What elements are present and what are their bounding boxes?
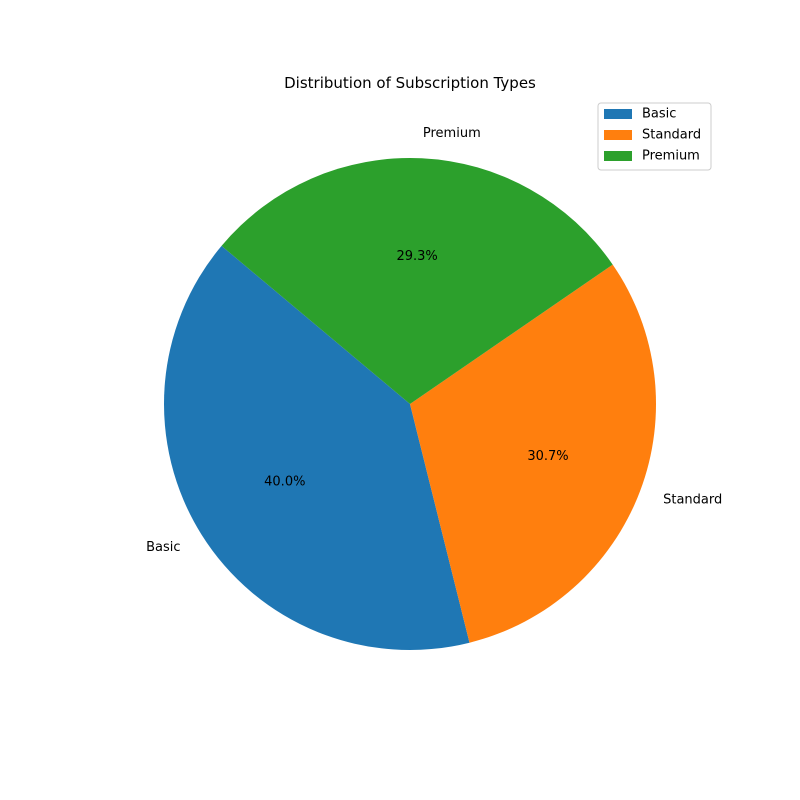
slice-label-standard: Standard bbox=[663, 492, 722, 507]
legend-label-premium: Premium bbox=[642, 149, 700, 164]
percent-label-basic: 40.0% bbox=[264, 475, 305, 490]
pie-slice-basic bbox=[163, 245, 470, 650]
slice-label-basic: Basic bbox=[146, 540, 180, 555]
legend-swatch-basic bbox=[604, 109, 632, 119]
legend-swatch-premium bbox=[604, 151, 632, 161]
legend-label-standard: Standard bbox=[642, 128, 701, 143]
pie-slices bbox=[163, 157, 657, 650]
percent-labels: 40.0% 30.7% 29.3% bbox=[264, 249, 569, 490]
pie-slice-standard bbox=[410, 264, 657, 643]
slice-label-premium: Premium bbox=[423, 126, 481, 141]
percent-label-premium: 29.3% bbox=[396, 249, 437, 264]
slice-labels: Basic Standard Premium bbox=[146, 126, 722, 555]
legend-swatch-standard bbox=[604, 130, 632, 140]
legend-label-basic: Basic bbox=[642, 107, 676, 122]
legend: Basic Standard Premium bbox=[597, 102, 712, 171]
chart-title: Distribution of Subscription Types bbox=[284, 74, 536, 92]
percent-label-standard: 30.7% bbox=[527, 449, 568, 464]
pie-slice-premium bbox=[221, 157, 613, 404]
